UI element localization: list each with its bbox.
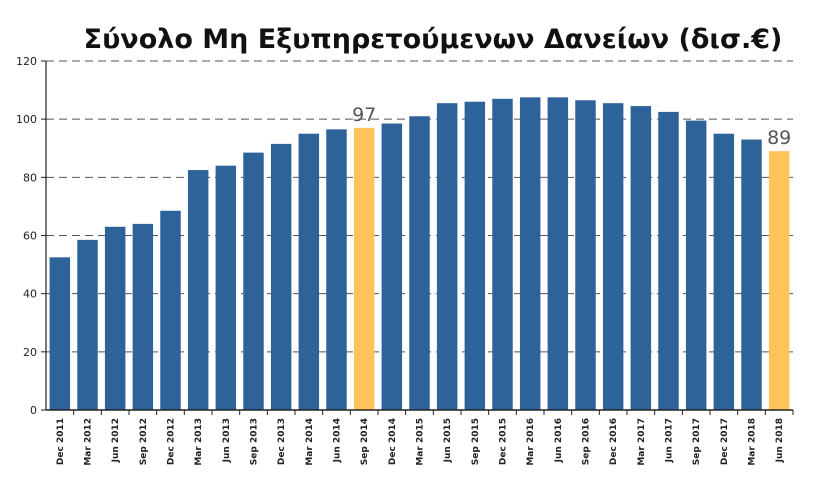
y-tick-label: 20 [23,346,37,359]
x-tick-label: Jun 2016 [554,418,564,463]
x-tick-label: Mar 2016 [526,418,536,466]
y-tick-label: 100 [16,113,37,126]
x-tick-label: Mar 2013 [194,418,204,466]
x-tick-label: Sep 2012 [139,418,149,465]
x-tick-label: Jun 2017 [665,418,675,463]
x-tick-label: Mar 2014 [305,418,315,466]
x-tick-label: Mar 2017 [637,418,647,466]
y-tick-label: 80 [23,171,37,184]
x-tick-label: Dec 2016 [609,418,619,465]
bar [658,111,679,410]
bar [519,97,541,411]
bar [187,170,209,410]
bar [492,98,513,410]
y-tick-label: 40 [23,288,37,301]
bar [409,116,430,410]
y-tick-label: 60 [23,230,37,243]
bar [741,139,762,410]
bar [160,210,181,410]
bar [298,133,320,411]
x-tick-label: Jun 2014 [333,418,343,463]
bar [132,223,154,410]
x-tick-label: Dec 2015 [499,418,509,465]
x-tick-label: Sep 2016 [582,418,592,465]
data-label: 97 [352,104,376,126]
bar [381,123,403,410]
x-tick-label: Mar 2012 [84,418,94,466]
x-tick-label: Jun 2012 [111,418,121,463]
x-tick-label: Dec 2012 [167,418,177,465]
bar [326,129,347,411]
bar [575,100,596,410]
bar [602,103,624,410]
x-tick-label: Jun 2013 [222,418,232,463]
bar [630,106,652,411]
bar [77,239,98,410]
x-tick-label: Jun 2018 [775,418,785,463]
chart-title: Σύνολο Μη Εξυπηρετούμενων Δανείων (δισ.€… [84,24,783,55]
x-tick-label: Sep 2014 [360,418,370,465]
bar [464,101,486,410]
data-label: 89 [767,127,791,149]
x-tick-label: Mar 2018 [748,418,758,466]
x-tick-label: Dec 2014 [388,418,398,465]
bar [270,143,292,410]
x-tick-label: Sep 2017 [692,418,702,465]
x-tick-label: Jun 2015 [443,418,453,463]
y-axis-ticks: 0 20 40 60 80 100 120 [16,55,46,417]
y-tick-label: 120 [16,55,37,68]
x-tick-label: Sep 2013 [250,418,260,465]
bars [49,97,790,411]
bar [353,127,375,411]
bar [547,97,569,411]
bar [243,152,264,411]
bar [713,133,735,411]
bar [436,103,458,410]
x-tick-label: Dec 2017 [720,418,730,465]
x-tick-label: Dec 2011 [56,418,66,465]
bar [685,120,707,410]
y-tick-label: 0 [30,404,37,417]
x-axis-ticks: Dec 2011 Mar 2012 Jun 2012 Sep 2012 Dec 2012… [56,410,794,466]
bar [49,257,71,410]
bar [104,226,126,410]
data-labels: 97 89 [352,104,791,149]
x-tick-label: Dec 2013 [277,418,287,465]
x-tick-label: Sep 2015 [471,418,481,465]
x-tick-label: Mar 2015 [416,418,426,466]
bar [215,165,237,410]
bar [768,151,790,411]
